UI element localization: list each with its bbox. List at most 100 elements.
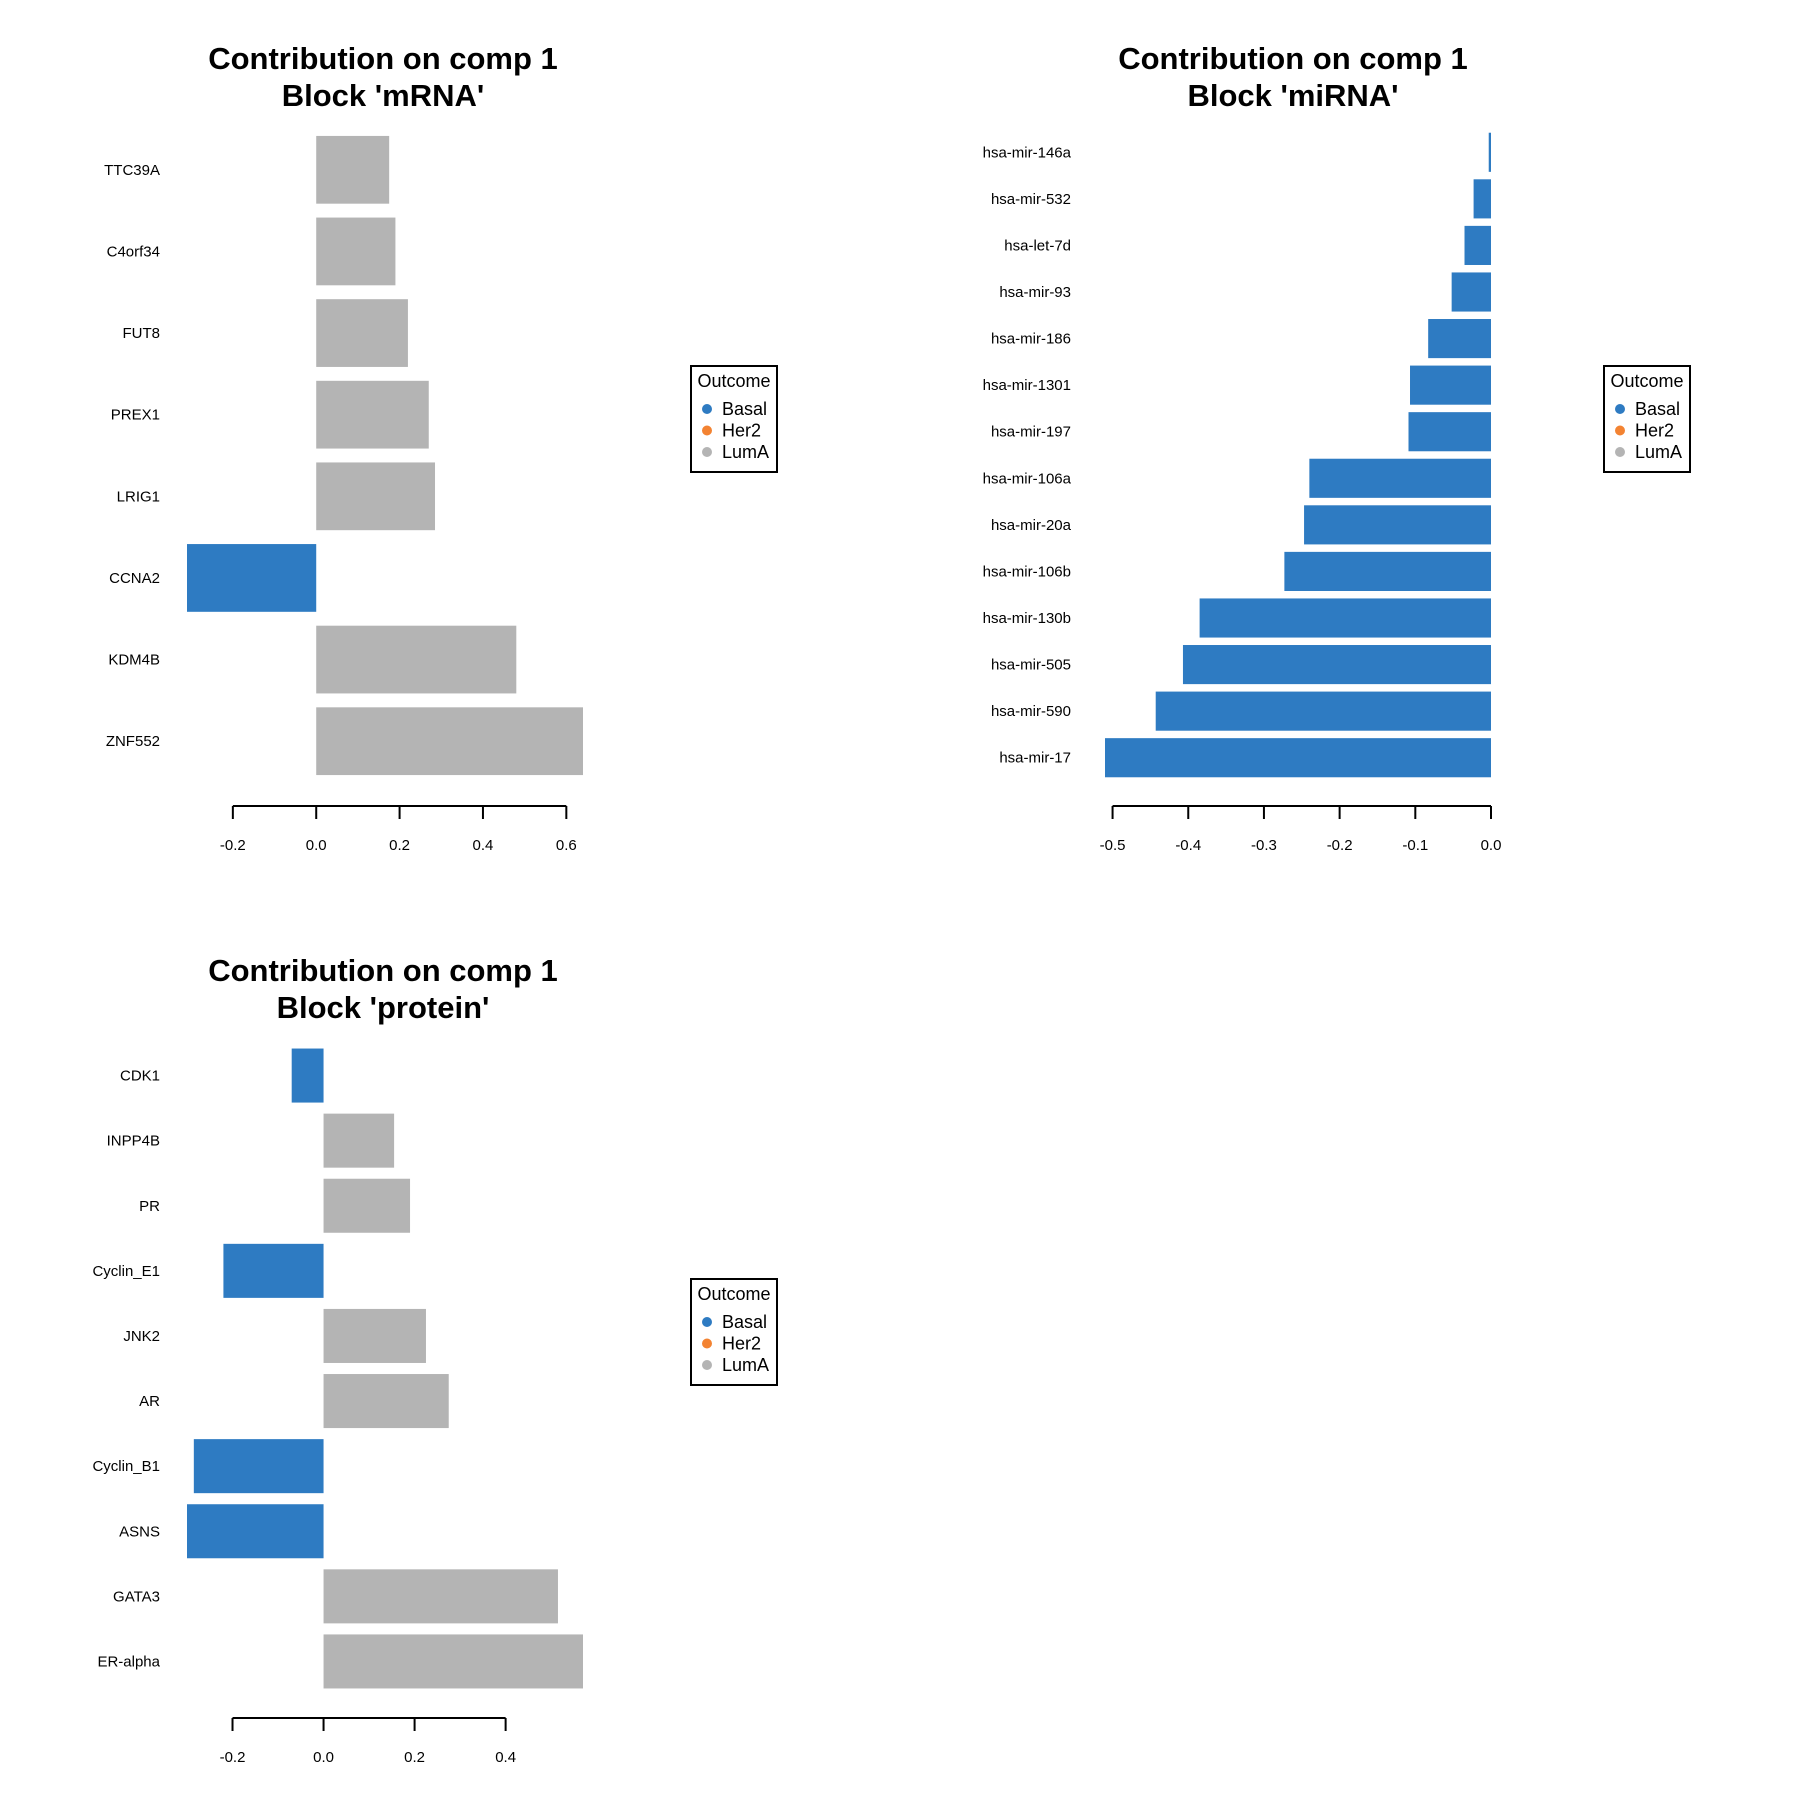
category-label: hsa-mir-146a (983, 144, 1072, 161)
category-label: CDK1 (120, 1068, 160, 1085)
bar (223, 1243, 324, 1298)
x-tick-label: 0.0 (1481, 837, 1502, 854)
x-tick-label: 0.6 (556, 837, 577, 854)
chart-title-line2: Block 'protein' (277, 990, 490, 1025)
category-label: PREX1 (111, 407, 160, 424)
legend-entry: Basal (722, 1312, 767, 1332)
bar (1284, 551, 1491, 591)
bar (316, 217, 396, 286)
x-tick-label: -0.5 (1100, 837, 1126, 854)
legend-title: Outcome (697, 371, 770, 391)
category-label: C4orf34 (107, 243, 160, 260)
legend-entry: Her2 (722, 1334, 761, 1354)
category-label: ASNS (119, 1523, 160, 1540)
category-label: GATA3 (113, 1588, 160, 1605)
bar (316, 625, 517, 694)
legend-title: Outcome (1610, 371, 1683, 391)
legend-marker (702, 1338, 712, 1349)
legend-marker (702, 1360, 712, 1370)
legend-marker (1615, 447, 1625, 457)
bar (1304, 505, 1491, 545)
category-label: TTC39A (104, 162, 160, 179)
category-label: hsa-mir-106a (983, 470, 1072, 487)
x-tick-label: 0.4 (495, 1749, 516, 1766)
category-label: Cyclin_B1 (92, 1458, 160, 1475)
bar (323, 1374, 449, 1429)
bar (323, 1113, 395, 1168)
bar (323, 1308, 426, 1363)
category-label: CCNA2 (109, 570, 160, 587)
category-label: hsa-mir-93 (999, 284, 1071, 301)
x-tick-label: 0.0 (306, 837, 327, 854)
category-label: FUT8 (123, 325, 161, 342)
bar (1105, 738, 1491, 778)
bar (193, 1439, 324, 1494)
category-label: hsa-let-7d (1004, 237, 1071, 254)
category-label: hsa-mir-590 (991, 703, 1071, 720)
bar (1473, 179, 1491, 219)
category-label: KDM4B (108, 652, 160, 669)
bar (1410, 365, 1491, 405)
legend-entry: Her2 (722, 421, 761, 441)
panel-protein: Contribution on comp 1 Block 'protein' C… (92, 953, 778, 1766)
bar (1408, 412, 1491, 452)
category-label: hsa-mir-505 (991, 657, 1071, 674)
bar (316, 462, 436, 531)
bar (316, 707, 583, 776)
x-tick-label: 0.2 (404, 1749, 425, 1766)
category-label: INPP4B (107, 1133, 160, 1150)
category-label: hsa-mir-106b (983, 563, 1071, 580)
x-tick-label: -0.1 (1402, 837, 1428, 854)
bar (323, 1569, 558, 1624)
bar (291, 1048, 324, 1103)
x-tick-label: 0.0 (313, 1749, 334, 1766)
x-tick-label: 0.4 (473, 837, 494, 854)
x-tick-label: -0.4 (1175, 837, 1201, 854)
legend-marker (702, 404, 712, 414)
category-label: ZNF552 (106, 733, 160, 750)
bar (187, 544, 317, 612)
legend-marker (702, 1317, 712, 1327)
legend-entry: LumA (722, 442, 769, 462)
bar (316, 299, 408, 367)
category-label: hsa-mir-17 (999, 750, 1071, 767)
legend-marker (702, 425, 712, 436)
legend-entry: LumA (1635, 442, 1682, 462)
bar (1464, 225, 1491, 265)
bar (1309, 458, 1491, 498)
bar (316, 380, 429, 449)
chart-title-line1: Contribution on comp 1 (208, 41, 558, 76)
bar (1451, 272, 1491, 312)
category-label: hsa-mir-130b (983, 610, 1071, 627)
category-label: hsa-mir-186 (991, 331, 1071, 348)
plot-area: hsa-mir-146a hsa-mir-532 hsa-let-7d hsa-mir… (983, 132, 1502, 854)
category-label: JNK2 (123, 1328, 160, 1345)
legend-marker (1615, 404, 1625, 414)
category-label: hsa-mir-20a (991, 517, 1072, 534)
bar (323, 1178, 411, 1233)
category-label: Cyclin_E1 (92, 1263, 160, 1280)
legend-marker (1615, 425, 1625, 436)
x-tick-label: -0.2 (1327, 837, 1353, 854)
chart-title-line1: Contribution on comp 1 (1118, 41, 1468, 76)
x-tick-label: -0.2 (220, 837, 246, 854)
x-tick-label: 0.2 (389, 837, 410, 854)
plot-area: TTC39A C4orf34 FUT8 PREX1 LRIG1 CCNA2 KDM4B ZNF… (104, 135, 583, 854)
category-label: LRIG1 (117, 488, 160, 505)
panel-mrna: Contribution on comp 1 Block 'mRNA' TTC3… (104, 41, 778, 854)
bar (1182, 645, 1491, 685)
chart-title-line1: Contribution on comp 1 (208, 953, 558, 988)
bar (1199, 598, 1491, 638)
chart-title-line2: Block 'miRNA' (1187, 78, 1398, 113)
bar (1428, 319, 1491, 359)
bar (1488, 132, 1491, 172)
chart-title-line2: Block 'mRNA' (282, 78, 485, 113)
legend-entry: Basal (722, 399, 767, 419)
legend-entry: Her2 (1635, 421, 1674, 441)
bar (187, 1504, 324, 1559)
category-label: ER-alpha (97, 1653, 160, 1670)
